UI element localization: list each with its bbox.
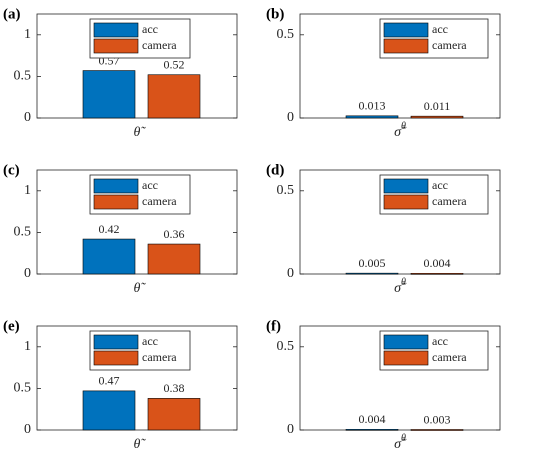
- value-label: 0.004: [424, 256, 451, 270]
- value-label: 0.005: [359, 256, 386, 270]
- panel-label: (d): [266, 162, 284, 178]
- x-label-superscript: θ: [401, 277, 406, 288]
- value-label: 0.38: [164, 381, 185, 395]
- value-label: 0.52: [164, 57, 185, 71]
- bar: [410, 429, 464, 431]
- legend-label: camera: [142, 194, 177, 208]
- legend-swatch: [93, 194, 139, 210]
- y-tick-label: 0: [24, 422, 31, 437]
- legend-swatch: [383, 22, 429, 38]
- legend-swatch: [383, 194, 429, 210]
- value-label: 0.013: [359, 99, 386, 113]
- bar: [345, 429, 399, 431]
- x-label-base: θ̃: [134, 281, 147, 296]
- y-tick-label: 0.5: [277, 27, 295, 42]
- bar: [82, 70, 136, 119]
- bar: [147, 74, 201, 119]
- x-label: θ̃: [134, 281, 147, 296]
- legend-label: camera: [142, 38, 177, 52]
- value-label: 0.42: [99, 222, 120, 236]
- legend-swatch: [93, 22, 139, 38]
- y-tick-label: 1: [24, 27, 31, 42]
- y-tick-label: 0.5: [14, 381, 32, 396]
- panel-label: (f): [266, 318, 281, 334]
- x-label-base: θ̃: [134, 437, 147, 452]
- y-tick-label: 0: [287, 266, 294, 281]
- bar: [345, 115, 399, 119]
- bar: [345, 272, 399, 275]
- y-tick-label: 0: [287, 110, 294, 125]
- x-label: σ̃θ: [394, 121, 407, 140]
- value-label: 0.36: [164, 227, 185, 241]
- bar: [82, 238, 136, 275]
- legend-swatch: [383, 334, 429, 350]
- panel-label: (b): [266, 6, 284, 22]
- y-tick-label: 1: [24, 339, 31, 354]
- bar: [410, 273, 464, 275]
- y-tick-label: 0.5: [14, 225, 32, 240]
- x-label-superscript: θ: [401, 121, 406, 132]
- legend-label: acc: [432, 178, 448, 192]
- panel-label: (a): [3, 6, 21, 22]
- legend-swatch: [93, 350, 139, 366]
- legend-label: acc: [432, 334, 448, 348]
- legend-swatch: [383, 178, 429, 194]
- y-tick-label: 0.5: [277, 339, 295, 354]
- y-tick-label: 0: [24, 266, 31, 281]
- legend-label: camera: [142, 350, 177, 364]
- legend-swatch: [93, 38, 139, 54]
- panel-label: (e): [3, 318, 20, 334]
- x-label: σ̃θ: [394, 277, 407, 296]
- y-tick-label: 0.5: [14, 69, 32, 84]
- legend-label: camera: [432, 38, 467, 52]
- bar: [410, 115, 464, 119]
- legend-label: acc: [142, 178, 158, 192]
- legend-swatch: [383, 350, 429, 366]
- x-label: θ̃: [134, 125, 147, 140]
- panel-label: (c): [3, 162, 20, 178]
- x-label-superscript: θ: [401, 433, 406, 444]
- value-label: 0.011: [424, 99, 451, 113]
- x-label: σ̃θ: [394, 433, 407, 452]
- legend-label: acc: [432, 22, 448, 36]
- bar: [147, 243, 201, 275]
- y-tick-label: 0: [24, 110, 31, 125]
- value-label: 0.004: [359, 412, 386, 426]
- y-tick-label: 1: [24, 183, 31, 198]
- legend-label: acc: [142, 334, 158, 348]
- x-label-base: θ̃: [134, 125, 147, 140]
- bar: [82, 390, 136, 431]
- y-tick-label: 0.5: [277, 183, 295, 198]
- bar: [147, 398, 201, 431]
- legend-swatch: [93, 178, 139, 194]
- legend-swatch: [383, 38, 429, 54]
- legend-label: camera: [432, 194, 467, 208]
- legend-swatch: [93, 334, 139, 350]
- legend-label: acc: [142, 22, 158, 36]
- value-label: 0.47: [99, 374, 120, 388]
- x-label: θ̃: [134, 437, 147, 452]
- legend-label: camera: [432, 350, 467, 364]
- y-tick-label: 0: [287, 422, 294, 437]
- value-label: 0.003: [424, 412, 451, 426]
